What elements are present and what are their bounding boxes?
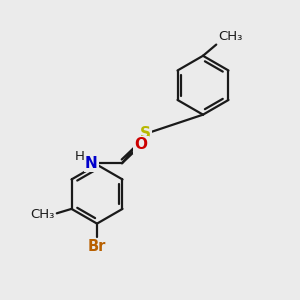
Text: Br: Br [88,239,106,254]
Text: CH₃: CH₃ [31,208,55,221]
Text: S: S [140,126,151,141]
Text: H: H [75,150,85,163]
Text: CH₃: CH₃ [219,30,243,43]
Text: N: N [85,156,98,171]
Text: O: O [135,137,148,152]
